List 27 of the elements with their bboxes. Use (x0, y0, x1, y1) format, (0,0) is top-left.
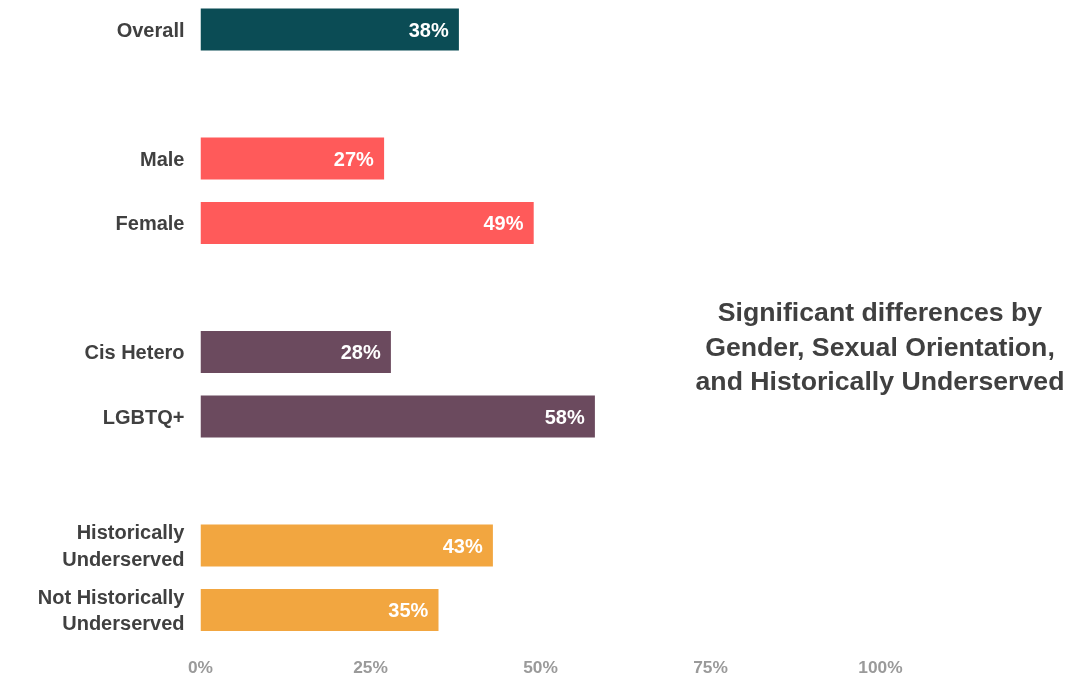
y-tick-label: LGBTQ+ (102, 405, 185, 428)
data-label: 27% (333, 147, 375, 170)
bar (200, 524, 493, 567)
x-tick-label: 0% (187, 656, 214, 677)
data-label: 58% (544, 405, 585, 428)
data-label: 28% (340, 341, 381, 364)
y-tick-label: Overall (116, 18, 185, 41)
y-tick-label: Not Historically Underserved (37, 585, 186, 635)
y-tick-label: Female (115, 212, 185, 235)
bar (200, 202, 534, 244)
bar (200, 589, 439, 631)
data-label: 35% (388, 599, 429, 622)
data-label: 49% (483, 212, 524, 235)
x-tick-label: 100% (858, 656, 903, 677)
x-tick-label: 75% (693, 656, 728, 677)
bar (200, 137, 385, 180)
bar (200, 395, 595, 438)
bar (200, 8, 459, 51)
bar (200, 331, 391, 373)
x-tick-label: 50% (523, 656, 558, 677)
annotation: Significant differences by Gender, Sexual Orientation, and Historically Underserved (694, 296, 1066, 399)
y-tick-label: Historically Underserved (62, 521, 186, 570)
data-label: 43% (442, 534, 483, 557)
data-label: 38% (408, 18, 449, 41)
y-tick-label: Male (140, 147, 185, 170)
x-tick-label: 25% (353, 656, 388, 677)
y-tick-label: Cis Hetero (84, 341, 185, 364)
